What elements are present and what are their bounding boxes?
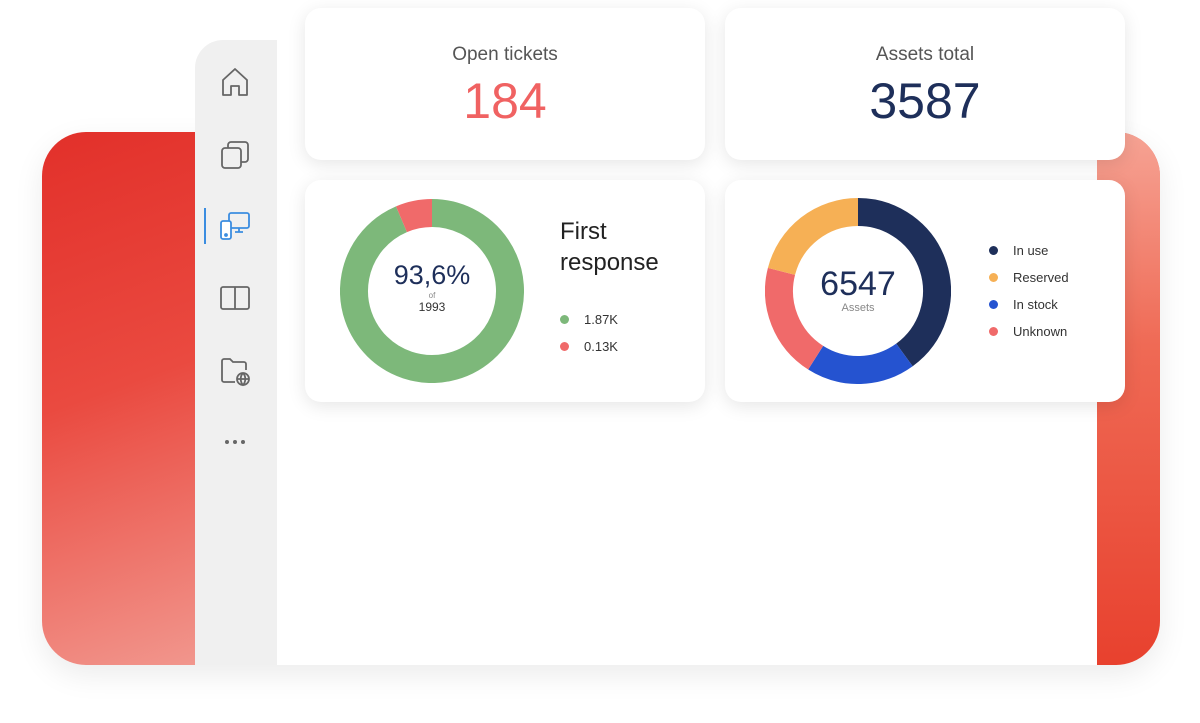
first-response-total: 1993 <box>418 300 446 314</box>
sidebar-item-network-folder[interactable] <box>215 351 255 391</box>
legend-dot <box>989 300 998 309</box>
devices-icon <box>220 212 250 240</box>
donut-slice-0-13k <box>395 199 433 233</box>
legend-label: Reserved <box>1013 270 1069 285</box>
legend-item: 1.87K <box>560 306 618 333</box>
legend-dot <box>989 327 998 336</box>
open-tickets-value: 184 <box>463 73 547 129</box>
sidebar-item-copy[interactable] <box>215 135 255 175</box>
legend-dot <box>560 315 569 324</box>
network-folder-icon <box>221 358 250 387</box>
assets-center-value: 6547 <box>820 265 896 303</box>
legend-label: In stock <box>1013 297 1058 312</box>
assets-donut <box>765 198 951 384</box>
legend-label: Unknown <box>1013 324 1068 339</box>
legend-item: 0.13K <box>560 333 618 360</box>
donut-slice-reserved <box>767 198 859 276</box>
legend-dot <box>560 342 569 351</box>
assets-total-card[interactable]: Assets total 3587 <box>725 8 1125 160</box>
more-icon <box>225 440 245 444</box>
assets-card[interactable]: 6547 Assets In use Reserved In stock Unk… <box>725 180 1125 402</box>
first-response-title: First response <box>560 218 659 276</box>
donut-slice-1-87k <box>340 199 524 383</box>
legend-item: In stock <box>989 291 1069 318</box>
open-tickets-card[interactable]: Open tickets 184 <box>305 8 705 160</box>
home-icon <box>222 68 248 96</box>
copy-icon <box>221 141 249 169</box>
legend-label: 0.13K <box>584 339 618 354</box>
sidebar <box>195 40 277 665</box>
first-response-of: of <box>428 291 436 300</box>
legend-item: Unknown <box>989 318 1069 345</box>
legend-item: In use <box>989 237 1069 264</box>
legend-label: In use <box>1013 243 1049 258</box>
book-icon <box>220 286 250 310</box>
sidebar-item-book[interactable] <box>215 278 255 318</box>
active-indicator <box>204 208 206 244</box>
assets-center-label: Assets <box>841 302 875 314</box>
donut-slice-in-stock <box>808 343 913 384</box>
assets-total-label: Assets total <box>875 44 975 65</box>
sidebar-item-home[interactable] <box>215 62 255 102</box>
legend-label: 1.87K <box>584 312 618 327</box>
sidebar-item-more[interactable] <box>215 422 255 462</box>
legend-dot <box>989 273 998 282</box>
first-response-donut <box>340 199 524 383</box>
first-response-percent: 93,6% <box>393 260 471 290</box>
open-tickets-label: Open tickets <box>452 44 558 65</box>
donut-slice-unknown <box>765 267 824 370</box>
sidebar-item-devices[interactable] <box>215 206 255 246</box>
donut-slice-in-use <box>857 198 951 367</box>
legend-dot <box>989 246 998 255</box>
legend-item: Reserved <box>989 264 1069 291</box>
assets-total-value: 3587 <box>869 73 981 129</box>
first-response-card[interactable]: 93,6% of 1993 First response 1.87K 0.13K <box>305 180 705 402</box>
